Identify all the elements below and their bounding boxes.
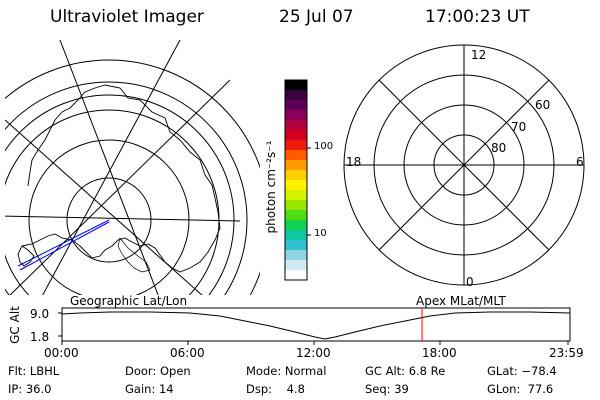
colorbar-segment — [285, 190, 307, 201]
gc-alt-info: GC Alt: 6.8 Re — [365, 364, 446, 378]
glon-info: GLon: 77.6 — [487, 382, 554, 396]
colorbar-segment — [285, 90, 307, 101]
colorbar-segment — [285, 230, 307, 241]
ring-label-70: 70 — [511, 120, 527, 134]
door-info: Door: Open — [125, 364, 191, 378]
colorbar-tick-10: 10 — [314, 228, 327, 239]
colorbar-segment — [285, 120, 307, 131]
peninsula — [17, 245, 35, 267]
filter-info: Flt: LBHL — [8, 364, 60, 378]
timeline-xtick: 23:59 — [549, 346, 584, 360]
meridian-line — [5, 215, 241, 222]
timeline-left-caption: Geographic Lat/Lon — [70, 294, 188, 308]
colorbar-segment — [285, 260, 307, 271]
colorbar-segment — [285, 130, 307, 141]
polar-axis — [378, 79, 550, 251]
colorbar-segment — [285, 170, 307, 181]
colorbar-segment — [285, 240, 307, 251]
meridian-line — [5, 119, 203, 295]
mode-info: Mode: Normal — [246, 364, 327, 378]
latitude-ring — [5, 59, 260, 295]
ring-label-60: 60 — [535, 98, 551, 112]
meridian-line — [9, 79, 231, 295]
polar-label-bottom: 0 — [466, 275, 474, 289]
page-title: Ultraviolet Imager — [50, 7, 204, 27]
colorbar-segment — [285, 210, 307, 221]
timeline-plot — [58, 307, 571, 345]
ring-label-80: 80 — [491, 141, 507, 155]
coastline — [21, 84, 221, 273]
dsp-info: Dsp: 4.8 — [246, 382, 305, 396]
orbit-track — [17, 219, 110, 267]
timeline-axis-label: GC Alt — [8, 306, 22, 344]
colorbar-segment — [285, 250, 307, 261]
glat-info: GLat: −78.4 — [487, 364, 557, 378]
colorbar-segment — [285, 160, 307, 171]
colorbar-segment — [285, 100, 307, 111]
polar-grid — [343, 44, 585, 286]
timeline-ytick-9: 9.0 — [30, 307, 50, 321]
timeline-xtick: 12:00 — [296, 346, 331, 360]
meridian-line — [42, 40, 181, 295]
seq-info: Seq: 39 — [365, 382, 409, 396]
colorbar-unit-label: photon cm⁻²s⁻¹ — [264, 140, 278, 234]
time-label: 17:00:23 UT — [425, 7, 530, 27]
colorbar-segment — [285, 220, 307, 231]
gain-info: Gain: 14 — [125, 382, 174, 396]
latitude-ring — [66, 177, 152, 263]
colorbar-segment — [285, 150, 307, 161]
timeline-right-caption: Apex MLat/MLT — [416, 294, 506, 308]
colorbar-segment — [285, 140, 307, 151]
timeline-xtick: 00:00 — [44, 346, 79, 360]
ice-shelf — [117, 237, 151, 273]
altitude-curve — [61, 311, 571, 340]
colorbar-segment — [285, 80, 307, 91]
color-bar — [285, 80, 307, 281]
polar-label-right: 6 — [576, 155, 584, 169]
polar-label-left: 18 — [346, 155, 362, 169]
colorbar-segment — [285, 270, 307, 281]
colorbar-segment — [285, 180, 307, 191]
polar-label-top: 12 — [471, 48, 487, 62]
latitude-ring — [5, 81, 248, 295]
timeline-xtick: 06:00 — [170, 346, 205, 360]
timeline-ytick-1-8: 1.8 — [30, 330, 50, 344]
geographic-map — [5, 40, 260, 295]
colorbar-tick-100: 100 — [314, 141, 334, 152]
colorbar-segment — [285, 110, 307, 121]
orbit-track — [19, 221, 110, 271]
ip-info: IP: 36.0 — [8, 382, 52, 396]
latitude-ring — [5, 94, 235, 295]
colorbar-segment — [285, 200, 307, 211]
timeline-xtick: 18:00 — [422, 346, 457, 360]
date-label: 25 Jul 07 — [279, 7, 354, 27]
